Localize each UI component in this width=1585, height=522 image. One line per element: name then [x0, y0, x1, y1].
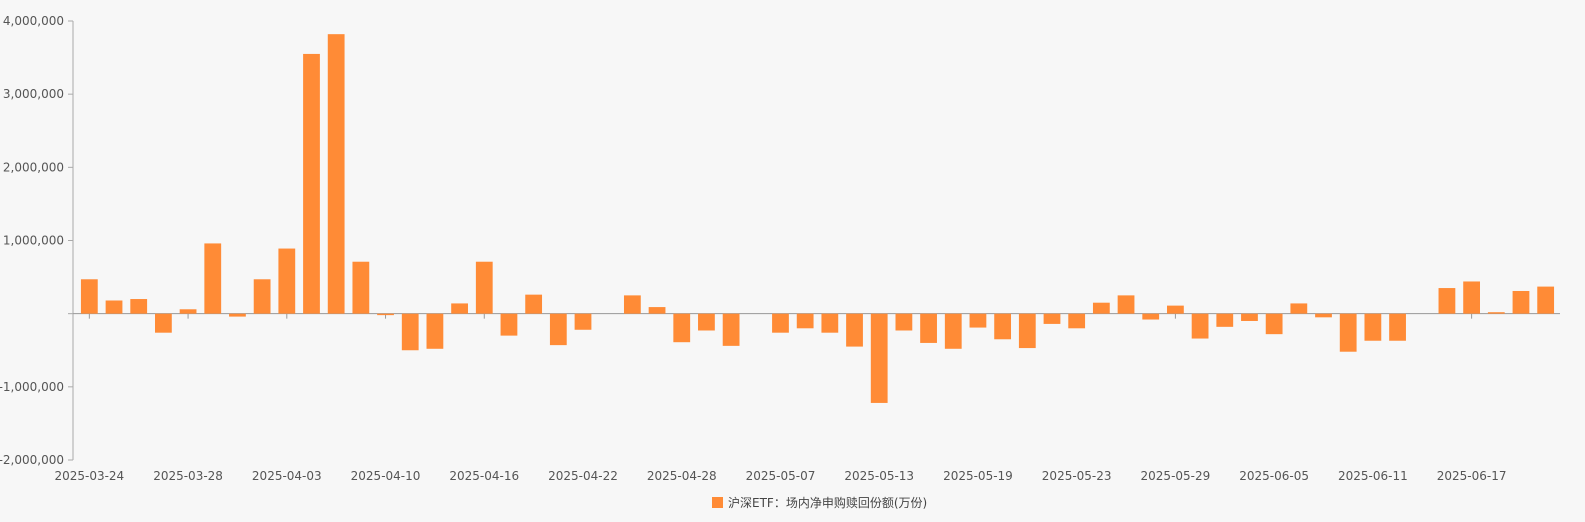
bar-35[interactable]	[944, 313, 962, 349]
bar-1[interactable]	[105, 300, 123, 314]
x-tick-label: 2025-03-24	[54, 469, 124, 483]
x-tick-label: 2025-05-23	[1042, 469, 1112, 483]
x-tick-label: 2025-05-29	[1141, 469, 1211, 483]
bar-9[interactable]	[303, 53, 320, 314]
bar-55[interactable]	[1438, 288, 1456, 314]
bar-10[interactable]	[327, 34, 345, 314]
x-tick-label: 2025-05-19	[943, 469, 1013, 483]
bar-52[interactable]	[1364, 313, 1382, 341]
x-tick-label: 2025-04-16	[449, 469, 519, 483]
x-tick-label: 2025-04-22	[548, 469, 618, 483]
bar-48[interactable]	[1265, 313, 1283, 335]
bar-44[interactable]	[1167, 305, 1184, 314]
y-tick-label: 2,000,000	[3, 160, 64, 174]
bar-8[interactable]	[278, 248, 296, 314]
bar-7[interactable]	[253, 279, 271, 314]
bar-45[interactable]	[1191, 313, 1209, 339]
x-tick-label: 2025-06-17	[1437, 469, 1507, 483]
bar-49[interactable]	[1290, 303, 1308, 314]
bar-0[interactable]	[80, 279, 98, 314]
y-tick-label: 3,000,000	[3, 87, 64, 101]
legend[interactable]: 沪深ETF：场内净申购赎回份额(万份)	[712, 495, 927, 510]
bar-13[interactable]	[401, 313, 419, 351]
y-tick-label: 4,000,000	[3, 14, 64, 28]
bar-59[interactable]	[1537, 286, 1555, 314]
x-tick-label: 2025-05-13	[844, 469, 914, 483]
y-tick-label: -2,000,000	[0, 453, 64, 467]
bar-41[interactable]	[1092, 302, 1110, 314]
bar-3[interactable]	[154, 313, 172, 333]
bar-18[interactable]	[525, 294, 543, 314]
bar-38[interactable]	[1018, 313, 1036, 349]
bar-14[interactable]	[426, 313, 444, 349]
bar-36[interactable]	[969, 313, 987, 328]
bar-23[interactable]	[648, 307, 666, 314]
bar-22[interactable]	[623, 295, 641, 314]
bars-group	[80, 34, 1555, 403]
bar-34[interactable]	[920, 313, 937, 343]
bar-37[interactable]	[994, 313, 1012, 340]
bar-31[interactable]	[846, 313, 863, 347]
bar-53[interactable]	[1389, 313, 1406, 341]
bar-26[interactable]	[722, 313, 740, 346]
bar-11[interactable]	[352, 261, 370, 314]
x-tick-label: 2025-03-28	[153, 469, 223, 483]
x-tick-label: 2025-06-11	[1338, 469, 1408, 483]
bar-43[interactable]	[1142, 313, 1160, 320]
x-tick-label: 2025-06-05	[1239, 469, 1309, 483]
x-tick-label: 2025-04-28	[647, 469, 717, 483]
bar-5[interactable]	[204, 243, 222, 314]
bar-2[interactable]	[130, 299, 148, 314]
bar-51[interactable]	[1339, 313, 1357, 352]
bar-16[interactable]	[475, 261, 493, 314]
bar-29[interactable]	[796, 313, 814, 329]
bar-24[interactable]	[673, 313, 691, 343]
y-tick-label: 1,000,000	[3, 234, 64, 248]
bar-50[interactable]	[1315, 313, 1332, 318]
y-axis: 4,000,000 3,000,000 2,000,000 1,000,000 -1,0…	[0, 14, 74, 467]
x-tick-label: 2025-04-03	[252, 469, 322, 483]
x-tick-label: 2025-05-07	[746, 469, 816, 483]
bar-6[interactable]	[229, 313, 246, 317]
bar-32[interactable]	[870, 313, 888, 403]
bar-46[interactable]	[1216, 313, 1234, 327]
bar-40[interactable]	[1068, 313, 1086, 329]
bar-19[interactable]	[549, 313, 567, 346]
bar-33[interactable]	[895, 313, 913, 331]
legend-label[interactable]: 沪深ETF：场内净申购赎回份额(万份)	[728, 495, 927, 510]
bar-47[interactable]	[1241, 313, 1258, 321]
bar-56[interactable]	[1463, 281, 1481, 314]
x-tick-label: 2025-04-10	[351, 469, 421, 483]
bar-42[interactable]	[1117, 295, 1135, 314]
bar-20[interactable]	[574, 313, 592, 330]
bar-28[interactable]	[772, 313, 789, 333]
y-tick-label: -1,000,000	[0, 380, 64, 394]
legend-swatch[interactable]	[712, 497, 723, 508]
bar-39[interactable]	[1043, 313, 1061, 324]
bar-12[interactable]	[377, 313, 394, 316]
x-axis: 2025-03-24 2025-03-28 2025-04-03 2025-04-10…	[54, 313, 1560, 483]
bar-17[interactable]	[500, 313, 518, 336]
bar-25[interactable]	[698, 313, 715, 331]
bar-57[interactable]	[1487, 312, 1505, 314]
bar-30[interactable]	[821, 313, 839, 333]
bar-4[interactable]	[179, 309, 197, 314]
bar-58[interactable]	[1512, 290, 1530, 314]
bar-15[interactable]	[451, 303, 468, 314]
